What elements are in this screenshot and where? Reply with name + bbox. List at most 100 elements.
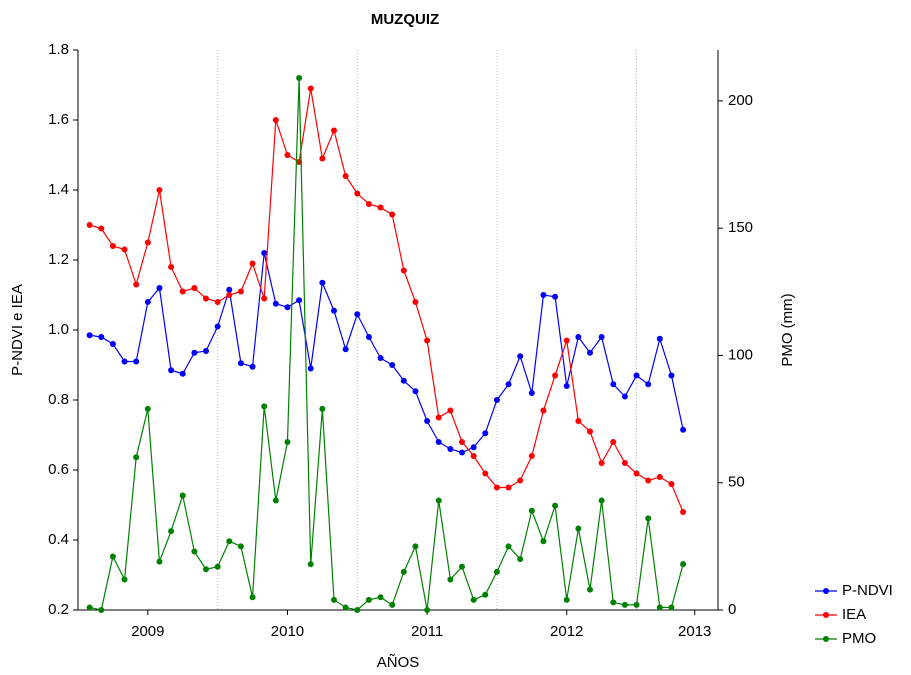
data-point	[400, 377, 407, 384]
data-point	[540, 538, 547, 545]
data-point	[645, 515, 652, 522]
data-point	[272, 497, 279, 504]
data-point	[389, 211, 396, 218]
data-point	[86, 604, 93, 611]
data-point	[284, 152, 291, 158]
data-point	[424, 337, 431, 344]
data-point	[133, 454, 140, 461]
data-point	[133, 358, 140, 365]
data-point	[272, 300, 279, 307]
data-point	[598, 460, 605, 466]
data-point	[261, 295, 268, 302]
series-line	[89, 252, 684, 454]
data-point	[552, 502, 559, 509]
y-tick-label: 0.8	[48, 391, 69, 408]
data-point	[563, 337, 570, 344]
chart-title: MUZQUIZ	[371, 11, 439, 28]
data-point	[121, 246, 128, 253]
data-point	[296, 75, 303, 81]
data-point	[331, 596, 337, 603]
series-line	[89, 88, 684, 513]
data-point	[144, 239, 151, 246]
data-point	[540, 292, 547, 298]
data-point	[668, 372, 675, 379]
data-point	[284, 439, 291, 445]
x-axis-label: AÑOS	[377, 654, 420, 671]
data-point	[365, 596, 372, 603]
data-point	[645, 477, 652, 484]
y-tick-label: 1.2	[48, 251, 69, 268]
data-point	[86, 332, 93, 339]
data-point	[633, 601, 640, 608]
data-point	[214, 323, 221, 330]
data-point	[191, 285, 198, 291]
data-point	[179, 370, 186, 377]
data-point	[342, 604, 349, 611]
data-point	[307, 365, 314, 372]
data-point	[505, 381, 512, 388]
data-point	[587, 349, 593, 356]
y-axis-label: P-NDVI e IEA	[9, 284, 26, 376]
data-point	[482, 430, 489, 437]
data-point	[319, 155, 326, 162]
data-point	[412, 299, 419, 305]
data-point	[656, 474, 663, 480]
data-point	[493, 397, 500, 403]
data-point	[633, 470, 640, 477]
data-point	[203, 566, 209, 573]
data-point	[109, 341, 116, 347]
data-point	[144, 405, 151, 412]
data-point	[365, 334, 372, 340]
data-point	[389, 601, 396, 608]
data-point	[179, 492, 186, 499]
y2-tick-label: 100	[728, 346, 753, 363]
data-point	[237, 288, 244, 295]
data-point	[459, 563, 465, 570]
data-point	[133, 281, 140, 288]
y-tick-label: 1.0	[48, 321, 69, 338]
data-point	[203, 348, 209, 354]
data-point	[214, 563, 221, 570]
data-point	[575, 525, 582, 532]
data-point	[121, 576, 128, 583]
data-point	[307, 561, 314, 568]
data-point	[249, 363, 256, 370]
data-point	[528, 507, 535, 514]
data-point	[272, 117, 279, 123]
data-point	[517, 556, 524, 563]
data-point	[319, 405, 326, 412]
data-point	[109, 243, 116, 249]
y-tick-label: 1.4	[48, 181, 69, 198]
data-point	[552, 372, 559, 379]
data-point	[249, 594, 256, 601]
data-point	[563, 596, 570, 603]
data-point	[459, 449, 465, 456]
data-point	[528, 453, 535, 459]
data-point	[459, 439, 465, 445]
legend-label: IEA	[842, 606, 866, 623]
data-point	[342, 346, 349, 353]
data-point	[493, 568, 500, 575]
data-point	[249, 260, 256, 267]
data-point	[342, 173, 349, 179]
data-point	[680, 426, 687, 433]
data-point	[354, 607, 361, 613]
x-tick-label: 2010	[271, 623, 304, 640]
data-point	[121, 358, 128, 365]
data-point	[98, 607, 105, 613]
data-point	[377, 594, 384, 601]
data-point	[447, 446, 454, 452]
y-tick-label: 1.6	[48, 111, 69, 128]
data-point	[168, 528, 175, 535]
legend-marker	[823, 612, 829, 618]
data-point	[587, 586, 593, 593]
data-point	[203, 295, 209, 302]
data-point	[668, 481, 675, 487]
data-point	[365, 201, 372, 207]
data-point	[424, 607, 431, 613]
data-point	[610, 439, 617, 445]
data-point	[226, 538, 233, 545]
data-point	[493, 484, 500, 491]
y2-tick-label: 200	[728, 92, 753, 109]
